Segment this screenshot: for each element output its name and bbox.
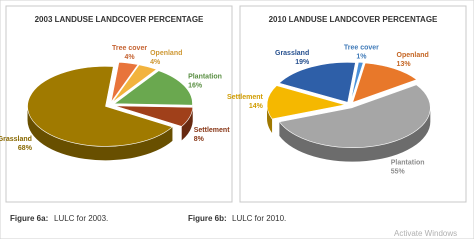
value-label: 55% [391, 169, 406, 176]
value-label: 19% [295, 59, 310, 66]
value-label: 16% [188, 83, 203, 90]
value-label: 4% [124, 54, 135, 61]
value-label: 8% [194, 136, 205, 143]
chart-title: 2010 LANDUSE LANDCOVER PERCENTAGE [269, 15, 438, 24]
slice-label: Tree cover [112, 45, 147, 52]
caption-text: LULC for 2010. [232, 214, 286, 223]
slice-label: Openland [150, 50, 182, 57]
value-label: 1% [356, 53, 367, 60]
caption-label: Figure 6a: [10, 214, 48, 223]
slice-label: Grassland [275, 50, 309, 57]
slice-label: Grassland [0, 136, 32, 143]
page: Figure 6a: LULC for 2003. Figure 6b: LUL… [0, 0, 474, 239]
value-label: 14% [249, 103, 264, 110]
value-label: 68% [18, 145, 33, 152]
value-label: 4% [150, 59, 161, 66]
slice-label: Plantation [391, 160, 425, 167]
chart-title: 2003 LANDUSE LANDCOVER PERCENTAGE [35, 15, 204, 24]
caption-label: Figure 6b: [188, 214, 227, 223]
slice-label: Settlement [227, 94, 263, 101]
caption-text: LULC for 2003. [54, 214, 108, 223]
value-label: 13% [397, 61, 412, 68]
watermark: Activate Windows [394, 229, 457, 238]
slice-label: Settlement [194, 127, 230, 134]
slice-label: Plantation [188, 74, 222, 81]
slice-label: Tree cover [344, 44, 379, 51]
slice-label: Openland [397, 52, 429, 59]
